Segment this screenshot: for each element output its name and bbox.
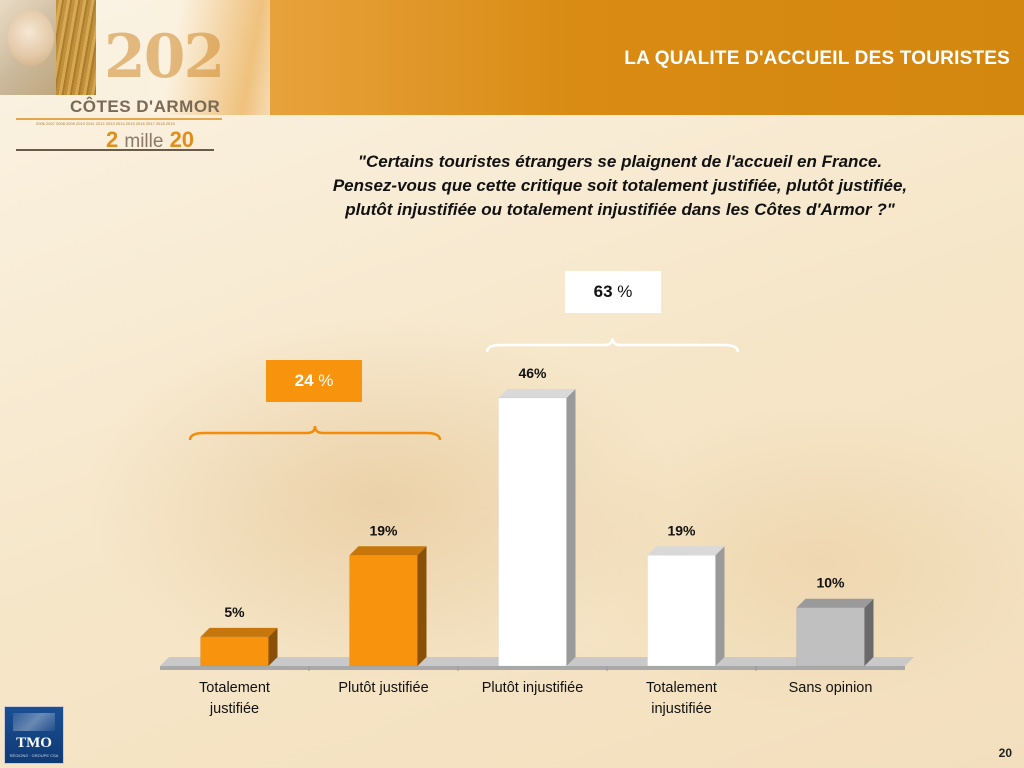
group-brace-unjustified: [485, 337, 740, 353]
bar-top: [498, 389, 576, 398]
bar-top: [349, 546, 427, 556]
page-title: LA QUALITE D'ACCUEIL DES TOURISTES: [624, 48, 1010, 69]
logo-divider: [16, 118, 222, 120]
chart-floor-front: [160, 666, 905, 670]
bar-side: [417, 546, 427, 666]
category-label: Totalement: [199, 680, 270, 696]
tmo-logo-sub: RÉGIONS · GROUPE CSA: [9, 753, 59, 758]
group-total-unjustified-unit: %: [617, 282, 633, 301]
bar: [498, 397, 567, 667]
group-total-unjustified-value: 63: [593, 282, 613, 301]
logo-year-text: 202: [104, 22, 225, 92]
logo-underline: [16, 149, 214, 151]
child-photo-icon: [0, 0, 96, 95]
question-line-3: plutôt injustifiée ou totalement injusti…: [345, 200, 895, 219]
data-label: 10%: [816, 575, 845, 591]
data-label: 5%: [224, 604, 245, 620]
logo-brand: 2 mille 20: [106, 127, 194, 153]
bar-top: [647, 546, 725, 556]
logo-brand-num: 2: [106, 127, 119, 152]
category-label: Sans opinion: [789, 680, 873, 696]
bar: [647, 555, 716, 667]
cotes-darmor-logo: 202 CÔTES D'ARMOR 2006 2007 2008 2009 20…: [0, 0, 270, 155]
tmo-logo-text: TMO: [16, 735, 52, 751]
survey-question: "Certains touristes étrangers se plaigne…: [250, 150, 990, 222]
category-label: Plutôt injustifiée: [482, 680, 584, 696]
data-label: 46%: [518, 365, 547, 381]
category-label: Plutôt justifiée: [338, 680, 428, 696]
bar: [200, 636, 269, 667]
group-total-justified: 24 %: [266, 360, 362, 402]
tmo-logo: TMO RÉGIONS · GROUPE CSA: [4, 706, 64, 764]
page-number: 20: [998, 746, 1012, 760]
category-label: justifiée: [209, 701, 259, 717]
group-total-unjustified: 63 %: [565, 271, 661, 313]
bar-top: [796, 598, 874, 608]
question-line-2: Pensez-vous que cette critique soit tota…: [332, 176, 908, 195]
bar-side: [864, 598, 874, 666]
group-brace-justified: [188, 425, 442, 441]
bar: [796, 607, 865, 667]
tmo-stripe-icon: [13, 713, 55, 731]
group-total-justified-unit: %: [318, 371, 334, 390]
data-label: 19%: [667, 522, 696, 538]
header-band: LA QUALITE D'ACCUEIL DES TOURISTES: [150, 0, 1024, 115]
bar-side: [268, 627, 278, 666]
question-line-1: "Certains touristes étrangers se plaigne…: [357, 152, 883, 171]
data-label: 19%: [369, 522, 398, 538]
logo-region-text: CÔTES D'ARMOR: [70, 97, 221, 116]
bar: [349, 555, 418, 667]
bar-top: [200, 627, 278, 637]
bar-side: [566, 389, 576, 666]
logo-years-strip: 2006 2007 2008 2009 2010 2011 2012 2013 …: [36, 121, 175, 126]
wheat-icon: [56, 0, 96, 95]
category-label: injustifiée: [651, 701, 711, 717]
bar-side: [715, 546, 725, 666]
category-label: Totalement: [646, 680, 717, 696]
logo-brand-num2: 20: [169, 127, 195, 152]
group-total-justified-value: 24: [294, 371, 314, 390]
logo-brand-word: mille: [124, 131, 164, 152]
child-face-icon: [8, 10, 54, 66]
